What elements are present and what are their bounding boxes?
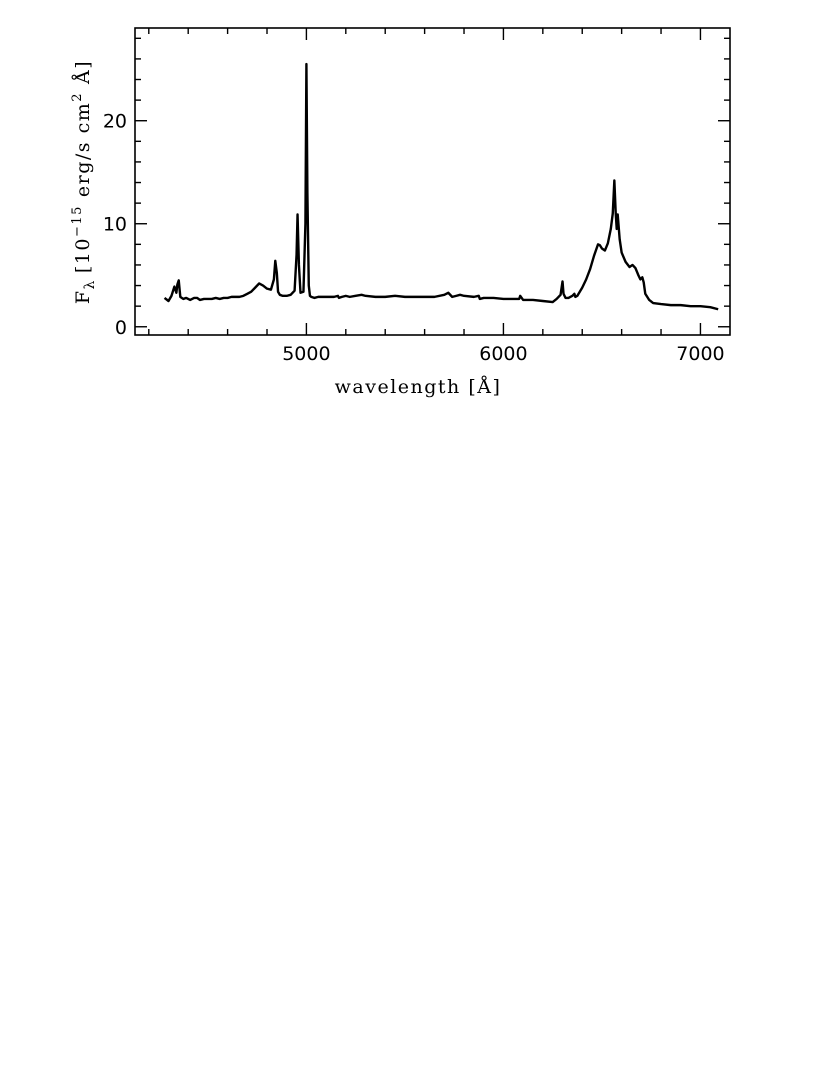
x-tick-label: 6000 [479, 343, 527, 365]
y-tick-label: 10 [103, 214, 127, 236]
x-axis-label: wavelength [Å] [335, 376, 502, 398]
x-tick-labels: 5000 6000 7000 [282, 343, 724, 365]
y-tick-label: 20 [103, 111, 127, 133]
spectrum-line [163, 62, 719, 311]
major-ticks [135, 28, 730, 335]
y-tick-label: 0 [115, 317, 127, 339]
plot-frame [134, 27, 731, 336]
y-axis-label: Fλ[10−15erg/s cm2Å] [70, 60, 98, 304]
x-tick-label: 7000 [676, 343, 724, 365]
y-tick-labels: 0 10 20 [103, 111, 127, 339]
x-tick-label: 5000 [282, 343, 330, 365]
minor-ticks [135, 28, 730, 335]
